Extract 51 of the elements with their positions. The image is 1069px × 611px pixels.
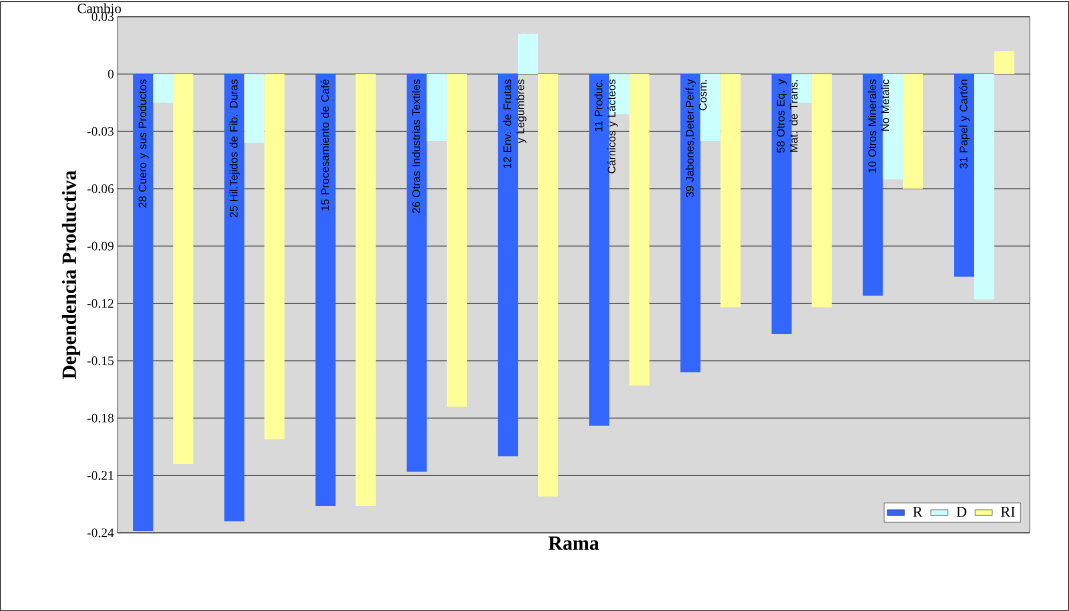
bar [153,74,174,103]
y-tick-label: -0.12 [87,298,114,308]
bar [700,74,721,141]
bar [264,74,285,440]
x-tick-label: 10 Otros Minerales No Metalic [868,79,890,173]
bar [811,74,832,308]
y-axis-title: Dependencia Productiva [61,170,81,379]
x-axis-title: Rama [548,536,599,550]
x-tick-label: 58 Otros Eq. y Mat. de Trans. [776,79,798,153]
x-tick-label: 15 Procesamiento de Café [320,79,329,211]
y-tick-label: -0.06 [87,184,114,194]
bar [355,74,376,507]
bar [609,74,630,115]
bar [133,74,154,531]
legend-label: R [913,506,923,517]
bar [862,74,883,296]
bar [629,74,650,386]
x-tick-label: 25 Hil.Tejidos de Fib. Duras [229,79,240,218]
bar [224,74,245,522]
legend-label: RI [1000,506,1015,517]
y-tick-label: 0 [108,69,114,79]
x-tick-label: 12 Env. de Frutas y Legumbres [503,79,527,168]
y-tick-label: 0.03 [91,12,114,22]
bar [538,74,559,497]
bar [720,74,741,308]
bar [446,74,467,407]
bar [173,74,194,464]
bar [406,74,427,472]
y-tick-label: -0.21 [87,471,114,480]
bar [882,74,903,180]
y-tick-label: -0.09 [87,241,114,251]
bar [680,74,701,373]
y-tick-label: -0.15 [87,356,114,366]
x-tick-label: 31 Papel y Cartón [959,79,970,169]
bar [518,33,539,75]
text: Cambio [77,3,121,14]
x-tick-label: 39 Jabones,Deter.Perf.y Cosm. [685,79,707,198]
bar [244,74,265,143]
x-tick-label: 11 Produc. Cárnicos y Lácteos [594,79,618,174]
bar [902,74,924,189]
y-tick-label: -0.24 [87,528,114,538]
x-tick-label: 28 Cuero y sus Productos [138,79,149,208]
bar [974,74,995,300]
bar [426,74,447,141]
bar [315,74,336,507]
legend-label: D [956,506,967,517]
y-tick-label: -0.18 [87,413,114,423]
bar [954,74,975,277]
y-tick-label: -0.03 [87,126,114,136]
bar [994,51,1015,75]
x-tick-label: 26 Otras Industrias Textiles [411,79,421,214]
